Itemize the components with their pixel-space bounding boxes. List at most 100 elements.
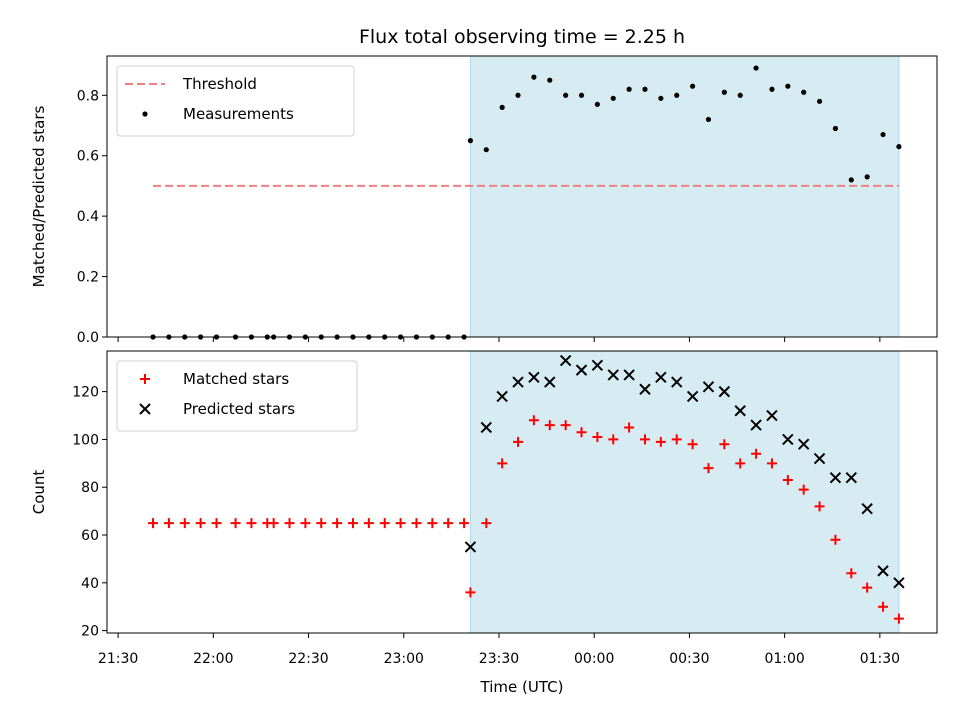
measurement-point [864,174,870,180]
predicted-star-point [845,471,858,484]
predicted-star-point [623,369,635,381]
matched-star-point [608,434,619,445]
predicted-star-point [480,421,493,434]
observing-window-shade [469,350,900,634]
matched-star-point [284,518,295,529]
predicted-star-point [528,371,540,383]
matched-star-point [427,518,438,529]
measurement-point [769,86,775,92]
legend-label: Threshold [182,75,257,93]
x-tick-label: 23:30 [479,651,519,667]
matched-star-point [735,458,746,469]
matched-star-point [163,518,174,529]
predicted-star-point [893,577,905,589]
matched-star-point [703,463,714,474]
x-tick-label: 00:00 [574,651,614,667]
y-tick-label: 0.8 [77,88,99,104]
matched-star-point [576,427,587,438]
observing-window-shade [469,55,900,338]
predicted-star-point [861,503,873,515]
matched-star-point [481,518,492,529]
matched-star-point [513,436,524,447]
predicted-star-point [544,376,556,388]
matched-star-point [846,568,857,579]
measurement-point [578,92,585,98]
measurement-point [483,147,489,153]
measurement-point [642,86,648,92]
measurement-point [674,92,680,98]
predicted-star-point [671,376,683,388]
predicted-star-point [639,383,651,395]
matched-star-point [363,518,374,529]
matched-star-point [246,518,257,529]
matched-star-point [751,448,762,459]
matched-star-point [443,518,454,529]
matched-star-point [195,518,206,529]
x-tick-label: 00:30 [669,651,709,667]
matched-star-point [592,432,603,443]
measurement-point [594,101,600,107]
predicted-star-point [496,390,508,403]
matched-star-point [687,439,698,450]
measurement-point [563,92,569,98]
matched-star-point [719,439,730,450]
matched-star-point [624,422,635,433]
chart-title: Flux total observing time = 2.25 h [359,26,685,48]
axes-frame [106,55,938,338]
y-tick-label: 0.4 [77,209,99,225]
measurement-point [547,77,553,83]
matched-star-point [544,420,555,431]
y-tick-label: 20 [81,624,99,640]
matched-star-point [268,518,279,529]
measurement-point [737,92,743,98]
matched-star-point [395,518,406,529]
predicted-star-point [607,369,619,381]
legend-label: Measurements [183,105,294,123]
matched-star-point [379,518,390,529]
matched-star-point [893,613,904,624]
matched-star-point [639,434,650,445]
matched-star-point [497,458,508,469]
x-axis-label: Time (UTC) [480,678,564,696]
predicted-star-point [877,565,889,577]
legend-box [116,360,358,432]
predicted-star-point [575,364,588,376]
matched-star-point [862,582,873,593]
predicted-star-point [797,438,810,450]
measurement-point [896,144,902,150]
measurement-point [531,74,537,80]
y-axis-label: Matched/Predicted stars [30,106,48,288]
predicted-star-point [591,359,604,372]
y-tick-label: 0.2 [77,270,99,286]
legend-measurement-swatch [142,111,148,117]
matched-star-point [798,484,809,495]
matched-star-point [148,518,159,529]
predicted-star-point [782,433,794,446]
predicted-star-point [464,541,477,553]
predicted-star-point [766,409,778,422]
y-tick-label: 120 [72,385,99,401]
matched-star-point [830,534,841,545]
measurement-point [499,104,505,110]
predicted-star-point [655,371,667,383]
predicted-star-point [829,471,842,484]
predicted-star-point [750,419,762,431]
y-tick-label: 60 [81,528,99,544]
predicted-star-point [702,381,715,393]
y-tick-label: 0.0 [77,330,99,346]
matched-star-point [766,458,777,469]
measurement-point [626,86,632,92]
matched-star-point [560,420,571,431]
panel-ratio: 0.0 0.2 0.4 0.6 0.8 Matched/Predicted stars Th… [30,55,938,346]
predicted-star-point [512,376,524,388]
measurement-point [816,98,823,104]
measurement-point [467,138,474,144]
matched-star-point [528,415,539,426]
matched-star-point [347,518,358,529]
matched-star-point [300,518,311,529]
predicted-star-point [718,385,731,398]
matched-star-point [814,501,825,512]
matched-star-point [655,436,666,447]
measurement-point [832,125,839,132]
